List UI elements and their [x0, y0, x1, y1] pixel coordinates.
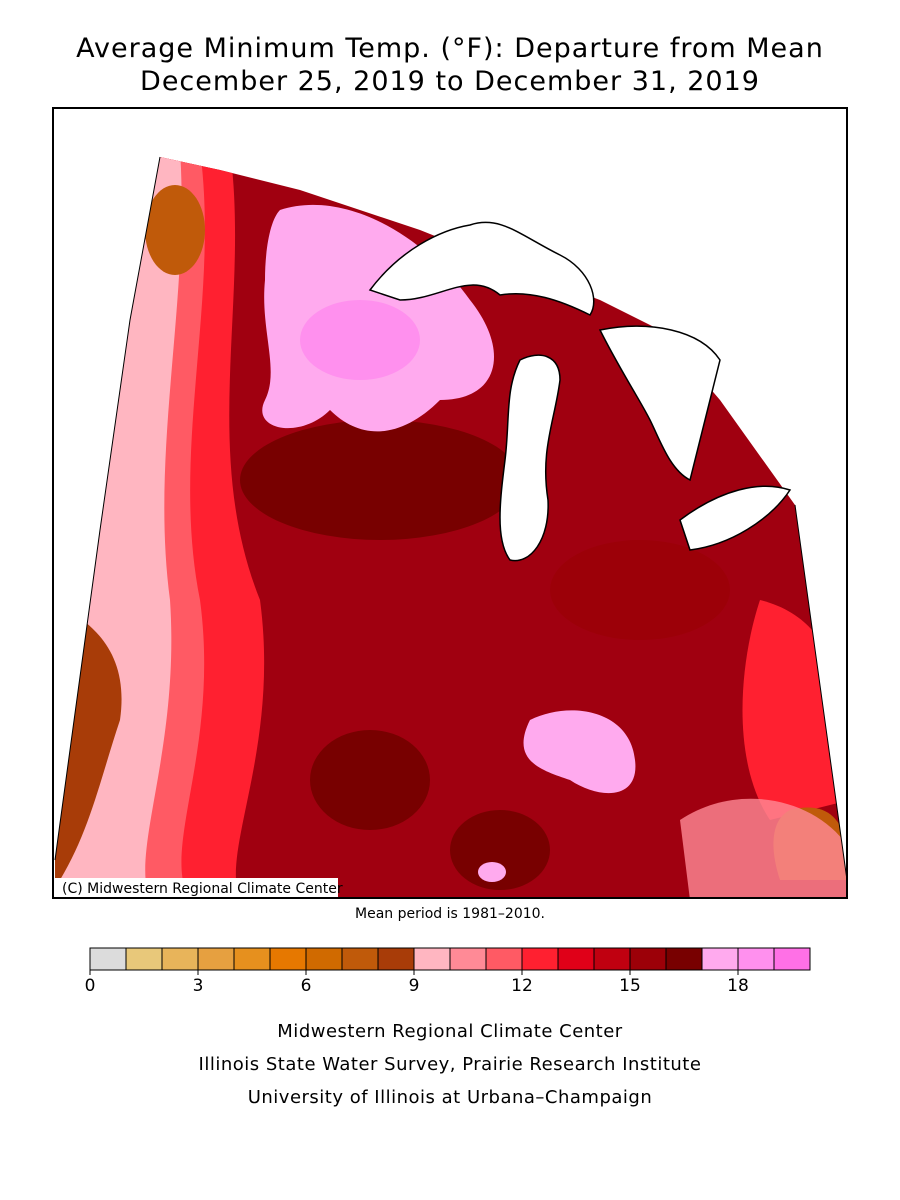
legend-swatch — [341, 947, 379, 971]
map-frame — [52, 107, 848, 899]
lake-superior — [368, 221, 595, 316]
legend-tick-label: 9 — [409, 976, 420, 996]
lake-michigan — [499, 354, 561, 562]
lakes — [368, 221, 792, 562]
legend-swatch — [629, 947, 667, 971]
legend-swatch — [233, 947, 271, 971]
footer-line: Illinois State Water Survey, Prairie Res… — [199, 1054, 702, 1075]
legend-swatch — [197, 947, 235, 971]
field-blob — [300, 300, 420, 380]
field-blob — [240, 420, 520, 540]
legend-tick-label: 0 — [85, 976, 96, 996]
legend-swatch — [521, 947, 559, 971]
legend-swatch — [737, 947, 775, 971]
legend-swatch — [377, 947, 415, 971]
legend-tick-label: 6 — [301, 976, 312, 996]
legend-swatch — [593, 947, 631, 971]
footer-line: Midwestern Regional Climate Center — [277, 1021, 623, 1042]
map-edge — [54, 156, 848, 881]
field-blob — [145, 185, 205, 275]
footer-line: University of Illinois at Urbana–Champai… — [248, 1087, 653, 1108]
legend-swatch — [449, 947, 487, 971]
legend: 0 3 6 9 12 15 18 — [85, 947, 811, 996]
legend-tick-label: 18 — [727, 976, 749, 996]
legend-swatch — [413, 947, 451, 971]
legend-tick-label: 12 — [511, 976, 533, 996]
legend-tick-label: 15 — [619, 976, 641, 996]
legend-swatch — [557, 947, 595, 971]
field-blob — [450, 810, 550, 890]
legend-swatch — [665, 947, 703, 971]
legend-swatch — [89, 947, 127, 971]
legend-tick-label: 3 — [193, 976, 204, 996]
lake-huron — [598, 325, 721, 482]
legend-swatch — [269, 947, 307, 971]
legend-swatch — [305, 947, 343, 971]
legend-swatch — [701, 947, 739, 971]
field-blob — [523, 710, 636, 794]
legend-swatch — [773, 947, 811, 971]
legend-swatch — [161, 947, 199, 971]
copyright: (C) Midwestern Regional Climate Center — [62, 881, 343, 897]
mean-period-note: Mean period is 1981–2010. — [355, 906, 545, 922]
copyright-box — [55, 878, 338, 897]
field-blob — [680, 798, 847, 898]
field-blob — [550, 540, 730, 640]
field-blob — [310, 730, 430, 830]
field-blob — [478, 862, 506, 882]
title-line: Average Minimum Temp. (°F): Departure fr… — [76, 33, 824, 64]
lake-erie — [679, 485, 792, 551]
legend-swatch — [485, 947, 523, 971]
title-line: December 25, 2019 to December 31, 2019 — [140, 66, 760, 97]
legend-swatch — [125, 947, 163, 971]
